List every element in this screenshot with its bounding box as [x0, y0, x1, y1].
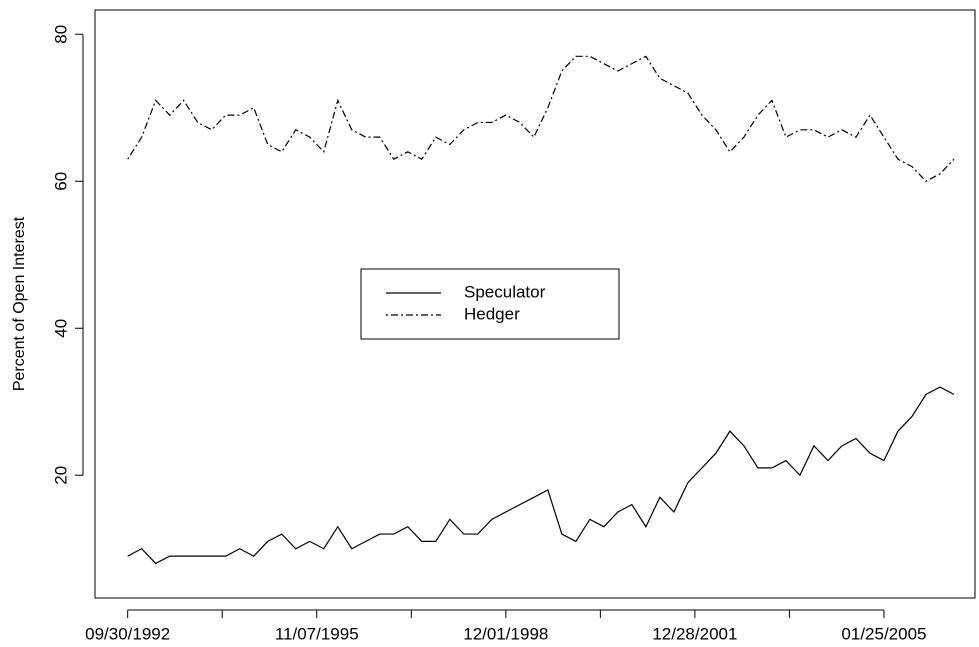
x-tick-label: 11/07/1995: [275, 624, 359, 643]
legend-label: Hedger: [464, 304, 520, 323]
y-axis-label: Percent of Open Interest: [11, 216, 28, 391]
y-tick-label: 40: [51, 319, 70, 338]
x-tick-label: 09/30/1992: [85, 624, 170, 643]
plot-box: [94, 9, 976, 599]
y-tick-label: 20: [51, 466, 70, 485]
series-line: [127, 386, 955, 565]
x-tick-label: 01/25/2005: [841, 624, 926, 643]
x-tick-label: 12/28/2001: [652, 624, 737, 643]
y-tick-label: 80: [51, 25, 70, 44]
legend-label: Speculator: [464, 282, 546, 301]
x-tick-label: 12/01/1998: [463, 624, 548, 643]
series-line: [127, 55, 955, 182]
legend-box: [360, 268, 620, 340]
y-tick-label: 60: [51, 172, 70, 191]
